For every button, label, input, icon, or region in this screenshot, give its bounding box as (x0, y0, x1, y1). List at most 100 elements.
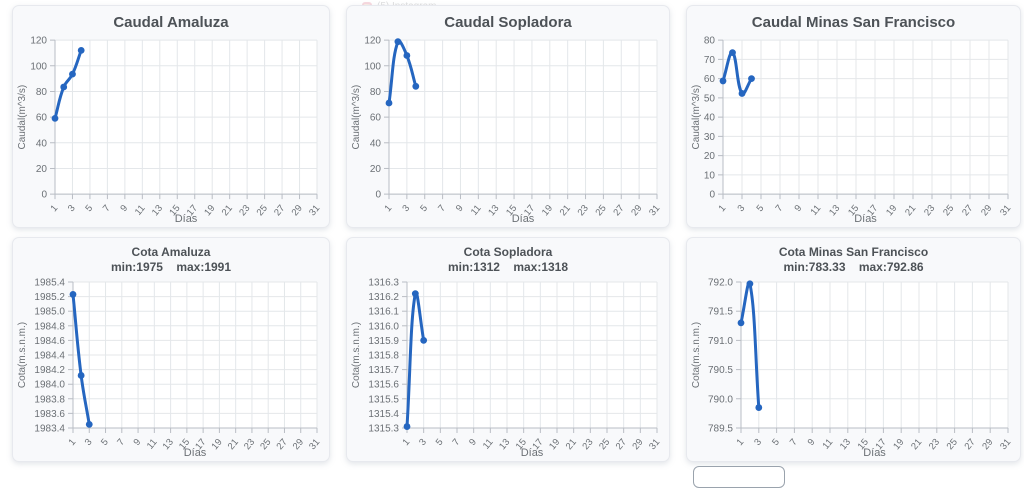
data-points (69, 291, 93, 428)
svg-text:1985.2: 1985.2 (34, 292, 65, 303)
svg-text:30: 30 (704, 132, 716, 143)
svg-text:27: 27 (611, 203, 626, 218)
svg-text:31: 31 (647, 203, 662, 218)
svg-text:3: 3 (400, 203, 412, 214)
data-point (403, 51, 411, 59)
chart-card-caudal-minas-san-francisco: Caudal Minas San Francisco 0 10 20 30 40 50 60… (686, 5, 1021, 228)
svg-text:31: 31 (998, 203, 1013, 218)
svg-text:70: 70 (704, 55, 716, 66)
series-line (405, 290, 426, 429)
svg-text:21: 21 (220, 203, 235, 218)
svg-text:1984.4: 1984.4 (34, 351, 65, 362)
svg-text:25: 25 (945, 437, 960, 452)
svg-text:0: 0 (709, 189, 715, 200)
partial-button[interactable] (693, 466, 785, 488)
chart-card-cota-minas-san-francisco: Cota Minas San Francisco min:783.33 max:… (686, 237, 1021, 462)
svg-text:21: 21 (903, 203, 918, 218)
svg-text:790.5: 790.5 (708, 365, 733, 376)
data-points (51, 46, 85, 122)
svg-text:0: 0 (41, 189, 47, 200)
svg-text:1315.4: 1315.4 (368, 409, 399, 420)
svg-text:13: 13 (827, 203, 842, 218)
x-axis-title: Días (854, 213, 877, 225)
svg-text:23: 23 (242, 437, 257, 452)
svg-text:11: 11 (469, 203, 484, 218)
axis-ticks (68, 281, 318, 433)
svg-text:5: 5 (770, 437, 782, 448)
svg-text:25: 25 (258, 437, 273, 452)
data-point (719, 77, 727, 85)
chart-plot[interactable]: 1983.4 1983.6 1983.8 1984.0 1984.2 1984.4 1984… (13, 275, 329, 461)
chart-card-cota-amaluza: Cota Amaluza min:1975 max:1991 1983.4 198… (12, 237, 330, 462)
svg-text:1315.5: 1315.5 (368, 394, 399, 405)
data-point (403, 423, 411, 430)
axis-ticks (718, 39, 1009, 199)
svg-text:13: 13 (486, 203, 501, 218)
svg-text:10: 10 (704, 170, 716, 181)
svg-text:5: 5 (418, 203, 430, 214)
svg-text:5: 5 (83, 203, 95, 214)
svg-text:1315.9: 1315.9 (368, 336, 399, 347)
svg-text:13: 13 (838, 437, 853, 452)
charts-grid: Caudal Amaluza 0 20 40 60 80 100 120 1 3 5 7 9 11 13 1… (12, 5, 1021, 462)
x-axis-title: Días (184, 447, 207, 459)
chart-subtitle: min:1312 max:1318 (447, 260, 569, 274)
svg-text:1: 1 (48, 203, 60, 214)
data-point (85, 420, 93, 428)
chart-subtitle: min:1975 max:1991 (110, 260, 232, 274)
svg-text:80: 80 (36, 87, 48, 98)
svg-text:789.5: 789.5 (708, 424, 733, 435)
svg-text:5: 5 (99, 437, 111, 448)
svg-text:5: 5 (434, 437, 446, 448)
x-axis-title: Días (521, 447, 544, 459)
data-point (77, 46, 85, 54)
svg-text:0: 0 (375, 189, 381, 200)
x-axis-title: Días (512, 213, 535, 225)
svg-text:29: 29 (290, 203, 305, 218)
data-point (420, 337, 428, 344)
data-point (69, 70, 76, 78)
svg-text:9: 9 (118, 203, 130, 214)
svg-text:23: 23 (580, 437, 595, 452)
svg-text:1: 1 (66, 437, 78, 448)
svg-text:27: 27 (614, 437, 629, 452)
chart-title: Caudal Sopladora (444, 14, 572, 31)
svg-text:1: 1 (716, 203, 728, 214)
svg-text:40: 40 (704, 112, 716, 123)
svg-text:1983.8: 1983.8 (34, 394, 65, 405)
data-point (69, 291, 77, 298)
svg-text:25: 25 (941, 203, 956, 218)
chart-subtitle: min:783.33 max:792.86 (783, 260, 924, 274)
chart-plot[interactable]: 1315.31315.41315.51315.61315.71315.81315… (347, 275, 669, 461)
data-point (77, 372, 85, 379)
svg-text:19: 19 (202, 203, 217, 218)
axis-ticks (384, 39, 658, 199)
svg-text:9: 9 (132, 437, 144, 448)
svg-text:11: 11 (145, 437, 160, 452)
data-points (385, 38, 420, 107)
y-axis-title: Cota(m.s.n.m.) (351, 322, 362, 388)
svg-text:31: 31 (647, 437, 662, 452)
svg-text:9: 9 (467, 437, 479, 448)
svg-text:23: 23 (576, 203, 591, 218)
svg-text:19: 19 (540, 203, 555, 218)
svg-text:7: 7 (788, 437, 800, 448)
svg-text:25: 25 (593, 203, 608, 218)
svg-text:7: 7 (450, 437, 462, 448)
svg-text:7: 7 (773, 203, 785, 214)
svg-text:23: 23 (237, 203, 252, 218)
svg-text:1315.8: 1315.8 (368, 351, 399, 362)
data-points (737, 280, 763, 411)
svg-text:1316.1: 1316.1 (368, 307, 399, 318)
y-axis-title: Caudal(m^3/s) (691, 85, 702, 150)
svg-text:1984.0: 1984.0 (34, 380, 65, 391)
svg-text:120: 120 (30, 35, 47, 46)
series-line (387, 39, 418, 105)
svg-text:25: 25 (255, 203, 270, 218)
svg-text:1984.6: 1984.6 (34, 336, 65, 347)
svg-text:9: 9 (454, 203, 466, 214)
